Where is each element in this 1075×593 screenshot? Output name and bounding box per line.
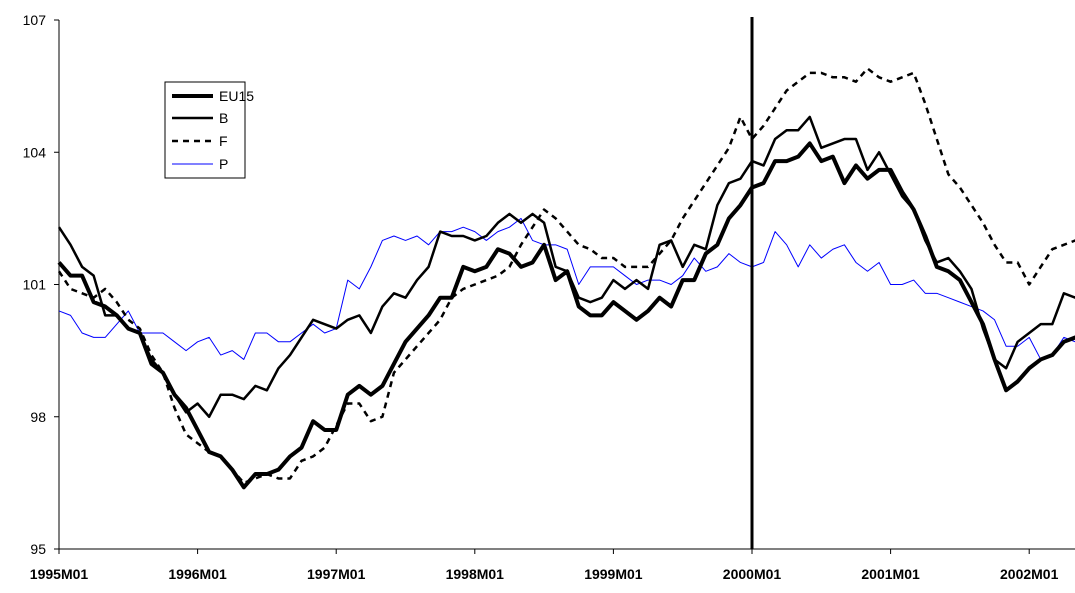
legend-label-b: B	[219, 110, 228, 126]
x-tick-label: 2000M01	[723, 566, 782, 582]
x-tick-label: 2002M01	[1000, 566, 1059, 582]
x-tick-label: 1998M01	[446, 566, 505, 582]
x-tick-label: 1999M01	[584, 566, 643, 582]
series-layer	[57, 67, 1075, 490]
series-line-p	[58, 217, 1075, 360]
x-tick-label: 1995M01	[30, 566, 89, 582]
y-tick-label: 95	[30, 541, 46, 557]
x-axis-ticks: 1995M01 1996M01 1997M01 1998M01 1999M01 2000M…	[30, 549, 1059, 582]
series-line-eu15	[57, 141, 1075, 490]
y-tick-label: 107	[23, 12, 47, 28]
y-axis-ticks: 95 98 101 104 107	[23, 12, 59, 557]
y-tick-label: 104	[23, 144, 47, 160]
legend-label-eu15: EU15	[219, 88, 254, 104]
legend: EU15 BFP	[164, 81, 254, 179]
x-tick-label: 1996M01	[168, 566, 227, 582]
x-tick-label: 1997M01	[307, 566, 366, 582]
y-tick-label: 98	[30, 409, 46, 425]
y-tick-label: 101	[23, 277, 47, 293]
legend-label-f: F	[219, 133, 228, 149]
legend-label-p: P	[219, 156, 228, 172]
x-tick-label: 2001M01	[861, 566, 920, 582]
